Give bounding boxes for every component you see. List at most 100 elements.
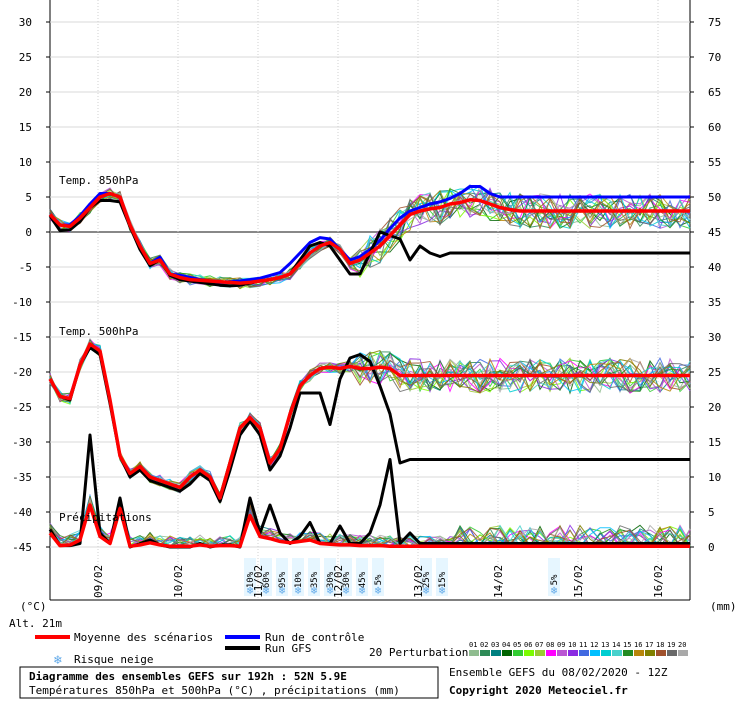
snow-risk-label: 10%	[294, 571, 304, 588]
perturbation-id: 01	[469, 641, 477, 649]
snow-risk-bg	[292, 558, 304, 596]
perturbation-id: 13	[601, 641, 609, 649]
legend: Moyenne des scénarios Run de contrôle Ru…	[35, 631, 688, 668]
perturbation-swatch	[601, 650, 611, 656]
legend-mean: Moyenne des scénarios	[74, 631, 213, 644]
snow-risk-bg	[324, 558, 336, 596]
snow-risk-bg	[372, 558, 384, 596]
snow-risk-label: 5%	[550, 574, 560, 585]
series-t850-run	[48, 185, 690, 284]
snowflake-icon: ❄	[295, 584, 302, 597]
perturbation-id: 11	[579, 641, 587, 649]
perturbation-id: 12	[590, 641, 598, 649]
left-tick-label: 0	[25, 226, 32, 239]
main-series	[48, 185, 690, 549]
perturbation-swatches: 01 02 03 04 05 06 07 08 09 10 11 12 13 14 15 16 17 18 19 20	[469, 641, 688, 656]
perturbation-id: 04	[502, 641, 510, 649]
perturbation-lines	[49, 184, 691, 548]
legend-snow: Risque neige	[74, 653, 153, 666]
perturbation-id: 07	[535, 641, 543, 649]
right-tick-label: 60	[708, 121, 721, 134]
snowflake-icon: ❄	[343, 584, 350, 597]
left-tick-label: -15	[12, 331, 32, 344]
perturbation-id: 10	[568, 641, 576, 649]
perturbation-swatch	[645, 650, 655, 656]
perturbation-swatch	[590, 650, 600, 656]
snow-risk-label: 60%	[262, 571, 272, 588]
right-tick-label: 30	[708, 331, 721, 344]
snow-risk-bg	[548, 558, 560, 596]
snow-risk-label: 10%	[246, 571, 256, 588]
perturbation-id: 20	[678, 641, 686, 649]
perturbation-line	[49, 185, 691, 286]
series-t500-moyenne	[48, 342, 690, 500]
altitude: Alt. 21m	[9, 617, 62, 630]
right-tick-label: 45	[708, 226, 721, 239]
snow-risk-label: 35%	[310, 571, 320, 588]
left-tick-label: 10	[19, 156, 32, 169]
left-tick-label: -30	[12, 436, 32, 449]
left-tick-label: -35	[12, 471, 32, 484]
snow-risk-label: 30%	[342, 571, 352, 588]
perturbation-swatch	[656, 650, 666, 656]
snow-risk-bg	[436, 558, 448, 596]
series-precip-run	[48, 433, 690, 549]
perturbation-swatch	[535, 650, 545, 656]
perturbation-id: 06	[524, 641, 532, 649]
right-tick-label: 65	[708, 86, 721, 99]
perturbation-id: 08	[546, 641, 554, 649]
perturbation-swatch	[469, 650, 479, 656]
snowflake-icon: ❄	[551, 584, 558, 597]
snowflake-icon: ❄	[327, 584, 334, 597]
snow-risk-bg	[308, 558, 320, 596]
perturbation-swatch	[634, 650, 644, 656]
snow-risk-bg	[276, 558, 288, 596]
perturbation-swatch	[524, 650, 534, 656]
legend-gfs: Run GFS	[265, 642, 311, 655]
left-tick-label: -40	[12, 506, 32, 519]
perturbation-swatch	[667, 650, 677, 656]
right-tick-label: 20	[708, 401, 721, 414]
snowflake-icon: ❄	[279, 584, 286, 597]
perturbation-swatch	[502, 650, 512, 656]
label-t850: Temp. 850hPa	[59, 174, 138, 187]
left-tick-label: 25	[19, 51, 32, 64]
left-tick-label: 15	[19, 121, 32, 134]
perturbation-line	[49, 184, 691, 286]
legend-control: Run de contrôle	[265, 631, 364, 644]
right-tick-label: 10	[708, 471, 721, 484]
left-tick-label: 20	[19, 86, 32, 99]
x-tick-label: 10/02	[172, 565, 185, 598]
perturbation-swatch	[557, 650, 567, 656]
snowflake-icon: ❄	[53, 653, 62, 668]
left-tick-label: 5	[25, 191, 32, 204]
perturbation-swatch	[579, 650, 589, 656]
footer-box	[19, 666, 439, 699]
snow-risk-bg	[356, 558, 368, 596]
right-unit: (mm)	[710, 600, 737, 613]
perturbation-id: 16	[634, 641, 642, 649]
right-tick-label: 0	[708, 541, 715, 554]
right-tick-label: 25	[708, 366, 721, 379]
right-tick-label: 75	[708, 16, 721, 29]
snow-risk-bg	[244, 558, 256, 596]
perturbation-id: 02	[480, 641, 488, 649]
snow-risk-label: 95%	[278, 571, 288, 588]
left-tick-label: -45	[12, 541, 32, 554]
perturbation-swatch	[568, 650, 578, 656]
snowflake-icon: ❄	[375, 584, 382, 597]
perturbation-swatch	[513, 650, 523, 656]
x-tick-label: 15/02	[572, 565, 585, 598]
left-tick-label: -25	[12, 401, 32, 414]
footer-subtitle: Températures 850hPa et 500hPa (°C) , pré…	[29, 684, 400, 697]
perturbation-swatch	[546, 650, 556, 656]
snowflake-icon: ❄	[263, 584, 270, 597]
right-tick-label: 5	[708, 506, 715, 519]
snowflake-icon: ❄	[439, 584, 446, 597]
footer-run: Ensemble GEFS du 08/02/2020 - 12Z	[449, 666, 668, 679]
snow-risk-bg	[260, 558, 272, 596]
perturbation-line	[49, 192, 691, 288]
